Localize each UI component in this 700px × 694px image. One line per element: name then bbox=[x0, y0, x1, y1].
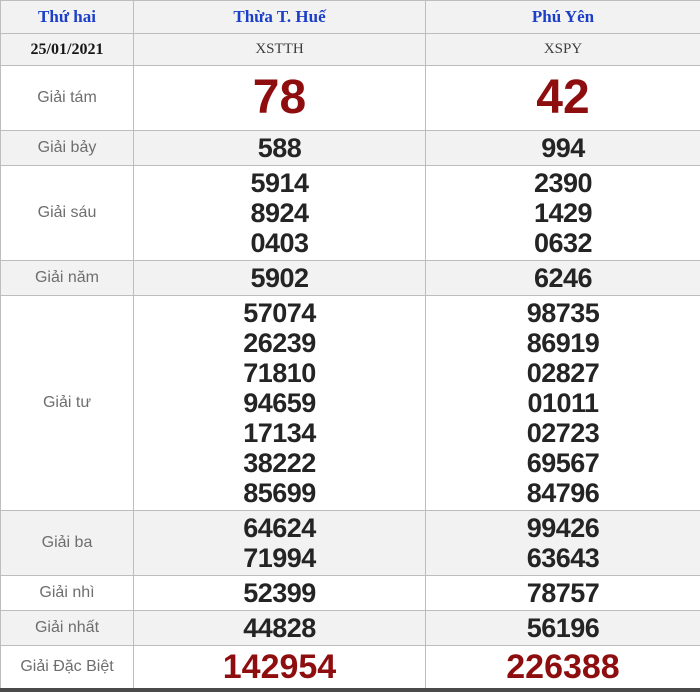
result-number: 38222 bbox=[243, 448, 316, 478]
prize-row: Giải ba 64624 71994 99426 63643 bbox=[0, 510, 700, 576]
result-number: 1429 bbox=[533, 198, 593, 228]
prize-label: Giải năm bbox=[0, 260, 134, 296]
draw-date: 25/01/2021 bbox=[0, 33, 134, 66]
result-cell-py: 56196 bbox=[425, 610, 700, 646]
subheader-row: 25/01/2021 XSTTH XSPY bbox=[0, 33, 700, 66]
result-cell-tth: 44828 bbox=[133, 610, 426, 646]
result-number: 42 bbox=[536, 71, 590, 124]
result-number: 2390 bbox=[533, 168, 593, 198]
result-cell-tth: 142954 bbox=[133, 645, 426, 691]
result-number: 99426 bbox=[526, 513, 600, 543]
prize-label: Giải bảy bbox=[0, 130, 134, 166]
result-cell-tth: 5902 bbox=[133, 260, 426, 296]
prize-row: Giải Đặc Biệt 142954 226388 bbox=[0, 645, 700, 691]
station-code-xstth: XSTTH bbox=[133, 33, 426, 66]
result-number: 85699 bbox=[243, 478, 316, 508]
result-number: 02723 bbox=[526, 418, 600, 448]
result-number: 994 bbox=[541, 133, 585, 163]
result-number: 84796 bbox=[526, 478, 600, 508]
result-number: 94659 bbox=[243, 388, 316, 418]
result-cell-tth: 57074 26239 71810 94659 17134 38222 85699 bbox=[133, 295, 426, 511]
result-cell-py: 226388 bbox=[425, 645, 700, 691]
prize-row: Giải nhì 52399 78757 bbox=[0, 575, 700, 611]
result-cell-tth: 588 bbox=[133, 130, 426, 166]
result-cell-py: 994 bbox=[425, 130, 700, 166]
result-number: 57074 bbox=[243, 298, 316, 328]
result-cell-py: 2390 1429 0632 bbox=[425, 165, 700, 261]
result-number: 71810 bbox=[243, 358, 316, 388]
prize-label: Giải Đặc Biệt bbox=[0, 645, 134, 691]
result-cell-tth: 78 bbox=[133, 65, 426, 131]
result-cell-py: 99426 63643 bbox=[425, 510, 700, 576]
prize-row: Giải năm 5902 6246 bbox=[0, 260, 700, 296]
result-number: 64624 bbox=[243, 513, 316, 543]
result-number: 98735 bbox=[526, 298, 600, 328]
result-number: 71994 bbox=[243, 543, 316, 573]
result-number: 69567 bbox=[526, 448, 600, 478]
result-number: 5902 bbox=[250, 263, 309, 293]
prize-label: Giải nhì bbox=[0, 575, 134, 611]
weekday-header: Thứ hai bbox=[0, 0, 134, 34]
prize-row: Giải bảy 588 994 bbox=[0, 130, 700, 166]
prize-label: Giải tám bbox=[0, 65, 134, 131]
prize-label: Giải nhất bbox=[0, 610, 134, 646]
result-cell-py: 42 bbox=[425, 65, 700, 131]
result-number: 5914 bbox=[250, 168, 309, 198]
result-number: 26239 bbox=[243, 328, 316, 358]
header-row: Thứ hai Thừa T. Huế Phú Yên bbox=[0, 0, 700, 34]
result-number: 78 bbox=[252, 71, 307, 124]
result-number: 52399 bbox=[243, 578, 316, 608]
result-number: 8924 bbox=[250, 198, 309, 228]
prize-label: Giải ba bbox=[0, 510, 134, 576]
prize-row: Giải tư 57074 26239 71810 94659 17134 38222 856… bbox=[0, 295, 700, 511]
result-number: 86919 bbox=[526, 328, 600, 358]
station-code-xspy: XSPY bbox=[425, 33, 700, 66]
result-cell-tth: 64624 71994 bbox=[133, 510, 426, 576]
result-number: 44828 bbox=[243, 613, 316, 643]
result-number: 01011 bbox=[527, 388, 599, 418]
result-number: 17134 bbox=[243, 418, 316, 448]
result-number: 63643 bbox=[526, 543, 600, 573]
result-cell-tth: 52399 bbox=[133, 575, 426, 611]
result-number: 0403 bbox=[250, 228, 309, 258]
result-number: 142954 bbox=[222, 648, 337, 686]
result-number: 6246 bbox=[533, 263, 593, 293]
prize-row: Giải nhất 44828 56196 bbox=[0, 610, 700, 646]
result-cell-py: 98735 86919 02827 01011 02723 69567 84796 bbox=[425, 295, 700, 511]
prize-label: Giải tư bbox=[0, 295, 134, 511]
prize-row: Giải sáu 5914 8924 0403 2390 1429 0632 bbox=[0, 165, 700, 261]
result-number: 78757 bbox=[526, 578, 600, 608]
result-number: 226388 bbox=[506, 648, 620, 686]
prize-row: Giải tám 78 42 bbox=[0, 65, 700, 131]
result-number: 02827 bbox=[526, 358, 600, 388]
province-header-phu-yen[interactable]: Phú Yên bbox=[425, 0, 700, 34]
result-number: 0632 bbox=[533, 228, 593, 258]
province-header-thua-thien-hue[interactable]: Thừa T. Huế bbox=[133, 0, 426, 34]
result-cell-py: 6246 bbox=[425, 260, 700, 296]
result-cell-tth: 5914 8924 0403 bbox=[133, 165, 426, 261]
result-number: 588 bbox=[257, 133, 302, 163]
result-cell-py: 78757 bbox=[425, 575, 700, 611]
prize-label: Giải sáu bbox=[0, 165, 134, 261]
result-number: 56196 bbox=[526, 613, 600, 643]
